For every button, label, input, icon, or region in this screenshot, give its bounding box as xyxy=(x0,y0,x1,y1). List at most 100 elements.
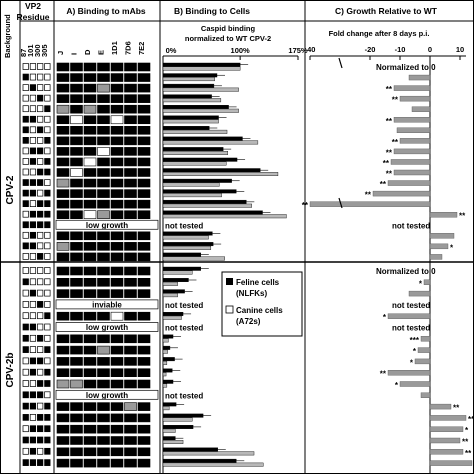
mab-cell xyxy=(70,168,83,177)
residue-cell xyxy=(37,231,44,239)
mab-cell xyxy=(83,94,97,103)
mab-cell xyxy=(137,436,151,445)
residue-cell xyxy=(44,301,51,308)
panel-c-tick: 0 xyxy=(428,45,432,54)
residue-cell xyxy=(22,447,29,455)
growth-bar xyxy=(420,336,431,342)
mab-cell xyxy=(56,379,70,389)
mab-cell xyxy=(56,277,70,287)
bar-feline xyxy=(162,436,176,441)
mab-cell xyxy=(83,147,97,156)
bar-canine xyxy=(162,140,259,145)
mab-cell xyxy=(97,424,110,434)
mab-cell xyxy=(97,345,110,355)
residue-cell xyxy=(22,267,29,274)
bar-feline xyxy=(162,242,214,247)
panel-c-tick: -20 xyxy=(365,45,376,54)
bar-canine xyxy=(162,440,184,444)
mab-cell xyxy=(110,252,124,262)
mab-cell xyxy=(124,252,137,262)
residue-cell xyxy=(37,459,44,466)
mab-cell xyxy=(124,424,137,434)
significance-mark: ** xyxy=(465,449,472,458)
residue-cell xyxy=(29,200,37,207)
residue-cell xyxy=(37,323,44,331)
mab-cell xyxy=(137,413,151,423)
mab-cell xyxy=(83,436,97,445)
mab-cell xyxy=(97,242,110,251)
panel-b-note: not tested xyxy=(165,301,203,310)
residue-cell xyxy=(29,168,37,176)
mab-cell xyxy=(97,379,110,389)
growth-bar xyxy=(393,85,431,91)
mab-cell xyxy=(70,266,83,276)
mab-cell xyxy=(56,424,70,434)
residue-cell xyxy=(44,221,51,229)
residue-cell xyxy=(29,115,37,123)
mab-cell xyxy=(83,242,97,251)
bar-canine xyxy=(162,462,264,467)
bar-feline xyxy=(162,252,201,257)
residue-cell xyxy=(37,436,44,444)
residue-cell xyxy=(22,105,29,113)
residue-cell xyxy=(29,179,37,186)
residue-cell xyxy=(29,63,37,70)
bar-canine xyxy=(162,349,168,354)
residue-cell xyxy=(37,179,44,186)
bar-feline xyxy=(162,231,213,236)
mab-cell xyxy=(83,126,97,135)
mab-cell xyxy=(56,210,70,219)
residue-cell xyxy=(29,312,37,320)
mab-cell xyxy=(56,168,70,177)
bar-canine xyxy=(162,119,219,124)
legend-canine-line1: Canine cells xyxy=(236,306,283,315)
residue-cell xyxy=(37,210,44,218)
residue-cell xyxy=(29,425,37,433)
axis-break xyxy=(338,57,343,69)
residue-cell xyxy=(29,189,37,197)
significance-mark: ** xyxy=(380,180,387,189)
residue-cell xyxy=(29,459,37,466)
mab-cell xyxy=(56,178,70,188)
residue-cell xyxy=(44,84,51,91)
residue-cell xyxy=(29,267,37,274)
residue-cell xyxy=(37,115,44,123)
residue-cell xyxy=(44,63,51,70)
residue-cell xyxy=(22,312,29,320)
growth-bar xyxy=(429,415,467,421)
mab-cell xyxy=(110,210,124,219)
residue-cell xyxy=(22,179,29,186)
residue-cell xyxy=(44,210,51,218)
background-cpv2b: CPV-2b xyxy=(5,352,16,387)
significance-mark: * xyxy=(395,381,399,390)
mab-cell xyxy=(83,199,97,209)
residue-cell xyxy=(29,301,37,308)
residue-cell xyxy=(37,267,44,274)
residue-cell xyxy=(22,137,29,144)
bar-feline xyxy=(162,73,218,78)
residue-label: 101 xyxy=(26,44,35,57)
mab-cell xyxy=(83,231,97,241)
mab-cell xyxy=(97,83,110,93)
mab-cell xyxy=(56,436,70,445)
residue-cell xyxy=(22,221,29,229)
mab-cell xyxy=(110,436,124,445)
mab-cell xyxy=(124,136,137,146)
mab-cell xyxy=(83,62,97,72)
mab-cell xyxy=(70,126,83,135)
bar-canine xyxy=(162,245,212,250)
mab-cell xyxy=(70,104,83,114)
mab-cell xyxy=(110,136,124,146)
growth-bar xyxy=(387,180,431,186)
mab-cell xyxy=(70,357,83,366)
mab-cell xyxy=(124,189,137,198)
significance-mark: ** xyxy=(380,370,387,379)
mab-cell xyxy=(70,157,83,167)
significance-mark: * xyxy=(465,426,469,435)
residue-cell xyxy=(29,447,37,455)
panel-b-subtitle-line2: normalized to WT CPV-2 xyxy=(185,34,271,43)
residue-cell xyxy=(37,312,44,320)
bar-canine xyxy=(162,182,220,187)
bar-feline xyxy=(162,345,171,350)
